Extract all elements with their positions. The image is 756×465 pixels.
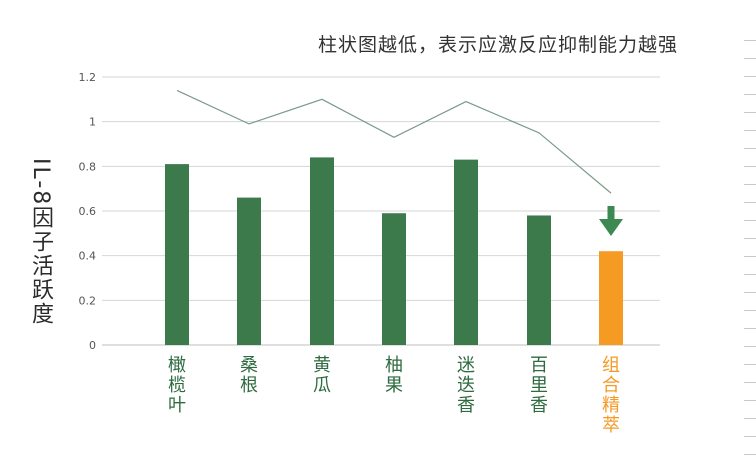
y-axis-label: IL-8因子活跃度 <box>28 158 53 327</box>
ruler-tick <box>744 166 756 167</box>
ruler-tick <box>744 274 756 275</box>
y-tick-label: 0 <box>89 339 96 352</box>
ruler-tick <box>744 454 756 455</box>
x-tick-label: 桑根 <box>240 355 258 396</box>
y-tick-label: 0.2 <box>79 294 97 307</box>
ruler-tick <box>744 328 756 329</box>
ruler-tick <box>744 382 756 383</box>
ruler-tick <box>744 364 756 365</box>
bar-highlight <box>599 251 623 345</box>
bar <box>165 164 189 345</box>
ruler-tick <box>744 220 756 221</box>
ruler-tick <box>744 202 756 203</box>
ruler-tick <box>744 58 756 59</box>
chart-title: 柱状图越低，表示应激反应抑制能力越强 <box>318 34 679 56</box>
ruler-decoration <box>734 0 756 465</box>
down-arrow-icon <box>599 219 623 236</box>
x-tick-label: 组合精萃 <box>602 355 620 436</box>
bar <box>454 159 478 345</box>
ruler-tick <box>744 238 756 239</box>
ruler-tick <box>744 256 756 257</box>
y-tick-label: 0.8 <box>79 160 97 173</box>
ruler-tick <box>744 418 756 419</box>
bar <box>310 157 334 345</box>
ruler-tick <box>744 346 756 347</box>
ruler-tick <box>744 436 756 437</box>
ruler-tick <box>744 94 756 95</box>
bar <box>382 213 406 345</box>
x-tick-label: 百里香 <box>530 355 548 416</box>
x-tick-label: 黄瓜 <box>313 355 331 396</box>
ruler-tick <box>744 148 756 149</box>
ruler-tick <box>744 112 756 113</box>
ruler-tick <box>744 184 756 185</box>
y-tick-label: 0.6 <box>79 205 97 218</box>
y-tick-label: 1.2 <box>79 71 97 84</box>
bar <box>237 197 261 345</box>
x-tick-label: 橄榄叶 <box>168 355 186 416</box>
ruler-tick <box>744 130 756 131</box>
ruler-tick <box>744 292 756 293</box>
x-tick-label: 柚果 <box>385 355 403 396</box>
bar <box>527 215 551 345</box>
x-tick-label: 迷迭香 <box>457 355 475 416</box>
ruler-tick <box>744 76 756 77</box>
ruler-tick <box>744 310 756 311</box>
down-arrow-icon <box>607 206 615 219</box>
trend-line <box>176 89 612 194</box>
ruler-tick <box>744 40 756 41</box>
y-tick-label: 1 <box>89 116 96 129</box>
y-tick-label: 0.4 <box>79 250 97 263</box>
ruler-tick <box>744 400 756 401</box>
